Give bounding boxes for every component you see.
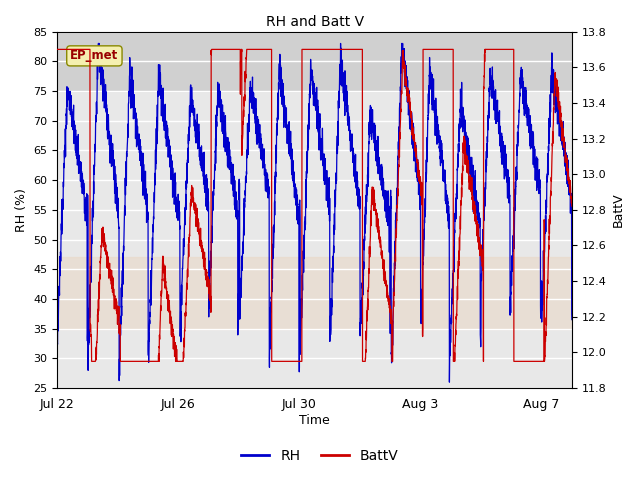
X-axis label: Time: Time <box>300 414 330 427</box>
Bar <box>58 257 572 329</box>
Legend: RH, BattV: RH, BattV <box>236 443 404 468</box>
Title: RH and Batt V: RH and Batt V <box>266 15 364 29</box>
Y-axis label: RH (%): RH (%) <box>15 188 28 232</box>
Text: EP_met: EP_met <box>70 49 118 62</box>
Y-axis label: BattV: BattV <box>612 192 625 227</box>
Bar <box>58 32 572 91</box>
